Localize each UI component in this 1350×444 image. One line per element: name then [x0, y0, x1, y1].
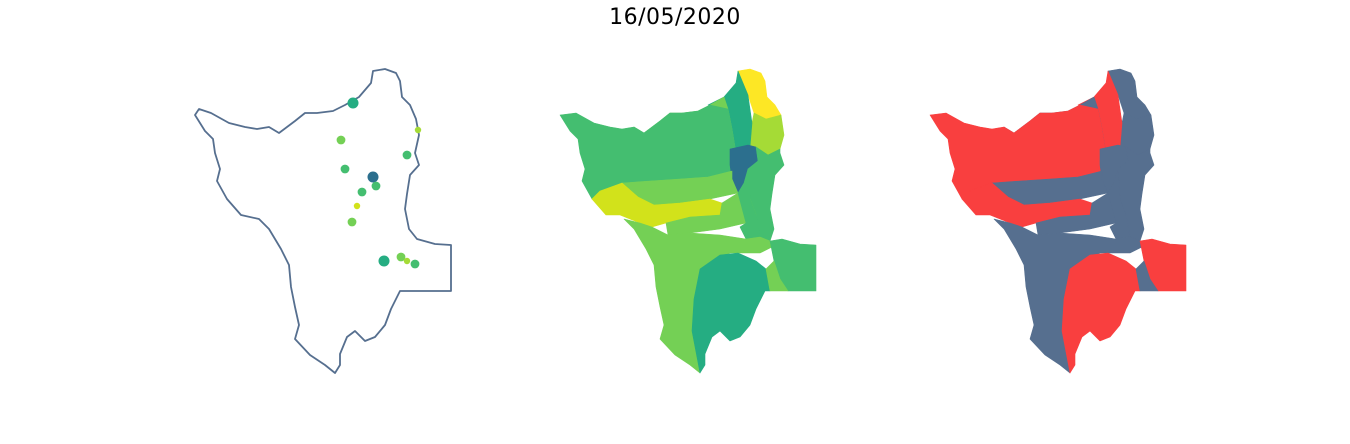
region-west — [559, 104, 737, 200]
binary-regions — [929, 68, 1187, 374]
region-south-teal — [691, 252, 771, 374]
map-point — [396, 252, 406, 262]
figure-title: 16/05/2020 — [609, 5, 741, 30]
region-center-east — [1107, 168, 1131, 240]
viridis-choropleth-panel — [559, 68, 817, 374]
binary-choropleth-panel — [929, 68, 1187, 374]
map-point — [357, 187, 367, 197]
region-center-east — [737, 168, 761, 240]
map-point — [378, 255, 390, 267]
points-layer — [336, 97, 422, 269]
map-point — [410, 259, 420, 269]
region-west — [929, 104, 1107, 200]
viridis-regions — [559, 68, 817, 374]
point-map-outline — [194, 68, 452, 374]
map-point — [402, 150, 412, 160]
map-point — [403, 257, 411, 265]
region-south-teal — [1061, 252, 1141, 374]
map-point — [340, 164, 350, 174]
map-point — [371, 181, 381, 191]
map-point — [347, 217, 357, 227]
map-point — [367, 171, 379, 183]
region-southeast-small — [1135, 260, 1159, 292]
map-point — [347, 97, 359, 109]
map-point — [414, 126, 422, 134]
region-north-tip — [1107, 68, 1152, 120]
region-north-tip — [737, 68, 782, 120]
map-point — [336, 135, 346, 145]
map-point — [353, 202, 361, 210]
region-southeast-small — [765, 260, 789, 292]
point-map-panel — [194, 68, 452, 374]
